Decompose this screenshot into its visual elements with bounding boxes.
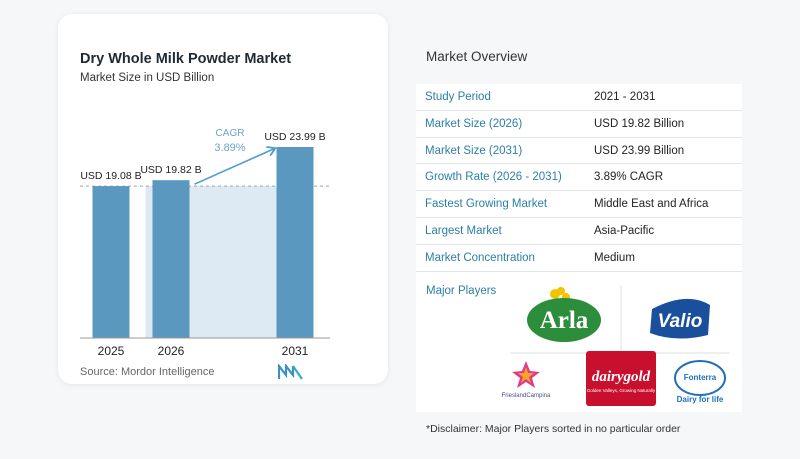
overview-title: Market Overview bbox=[426, 49, 528, 64]
table-row: Growth Rate (2026 - 2031) 3.89% CAGR bbox=[416, 164, 742, 192]
table-row: Fastest Growing Market Middle East and A… bbox=[416, 191, 742, 218]
row-value: USD 19.82 Billion bbox=[594, 117, 685, 130]
row-key: Market Size (2026) bbox=[425, 117, 523, 130]
source-note: Source: Mordor Intelligence bbox=[80, 366, 215, 378]
frieslandcampina-logo-text: FrieslandCampina bbox=[502, 393, 551, 399]
row-key: Growth Rate (2026 - 2031) bbox=[425, 171, 562, 184]
dairygold-logo-text: dairygold bbox=[592, 369, 651, 385]
cagr-arrow bbox=[194, 149, 274, 185]
fonterra-logo-tagline: Dairy for life bbox=[677, 395, 724, 404]
row-value: Medium bbox=[594, 251, 635, 264]
arla-logo-text: Arla bbox=[540, 307, 589, 334]
chart-subtitle: Market Size in USD Billion bbox=[80, 72, 215, 84]
row-key: Market Size (2031) bbox=[425, 144, 523, 157]
fonterra-logo: Fonterra Dairy for life bbox=[674, 360, 726, 404]
row-value: Asia-Pacific bbox=[594, 224, 655, 237]
data-label-2026: USD 19.82 B bbox=[140, 164, 201, 176]
row-value: USD 23.99 Billion bbox=[594, 144, 685, 157]
mordor-logo-icon bbox=[278, 364, 303, 380]
table-row: Market Size (2026) USD 19.82 Billion bbox=[416, 110, 742, 138]
row-key: Study Period bbox=[425, 91, 491, 103]
x-tick-2026: 2026 bbox=[158, 344, 185, 358]
frieslandcampina-logo: FrieslandCampina bbox=[502, 361, 551, 399]
bar-chart: USD 19.08 B 2025 USD 19.82 B 2026 USD 23.99 … bbox=[80, 128, 330, 358]
data-label-2025: USD 19.08 B bbox=[80, 170, 141, 182]
row-key: Largest Market bbox=[425, 224, 502, 237]
dairygold-logo: dairygold Golden Valleys, Growing Natura… bbox=[586, 351, 656, 406]
table-row: Market Size (2031) USD 23.99 Billion bbox=[416, 137, 742, 165]
chart-title: Dry Whole Milk Powder Market bbox=[80, 51, 292, 67]
row-value: 2021 - 2031 bbox=[594, 91, 656, 103]
table-row: Market Concentration Medium bbox=[416, 244, 742, 272]
disclaimer: *Disclaimer: Major Players sorted in no … bbox=[426, 423, 681, 435]
row-value: Middle East and Africa bbox=[594, 198, 709, 211]
bar-2031 bbox=[276, 147, 314, 338]
cagr-label: CAGR bbox=[216, 128, 245, 139]
row-value: 3.89% CAGR bbox=[594, 171, 664, 184]
valio-logo-text: Valio bbox=[658, 311, 703, 332]
table-row: Study Period 2021 - 2031 bbox=[416, 84, 742, 111]
bar-2025 bbox=[92, 186, 130, 338]
fonterra-logo-text: Fonterra bbox=[684, 373, 717, 382]
overview-table: Study Period 2021 - 2031 Market Size (20… bbox=[416, 84, 742, 272]
x-tick-2025: 2025 bbox=[98, 344, 125, 358]
data-label-2031: USD 23.99 B bbox=[264, 131, 325, 143]
major-players-logos: Arla Valio FrieslandCampina dairygold Go… bbox=[502, 285, 730, 406]
x-tick-2031: 2031 bbox=[282, 344, 309, 358]
dairygold-logo-tagline: Golden Valleys, Growing Naturally bbox=[587, 388, 656, 393]
row-key: Fastest Growing Market bbox=[425, 198, 548, 211]
table-row: Largest Market Asia-Pacific bbox=[416, 217, 742, 245]
arla-logo: Arla bbox=[527, 287, 601, 342]
major-players-label: Major Players bbox=[426, 285, 497, 297]
cagr-value: 3.89% bbox=[214, 142, 245, 154]
valio-logo: Valio bbox=[650, 298, 710, 339]
row-key: Market Concentration bbox=[425, 251, 535, 264]
bar-2026 bbox=[152, 180, 190, 338]
